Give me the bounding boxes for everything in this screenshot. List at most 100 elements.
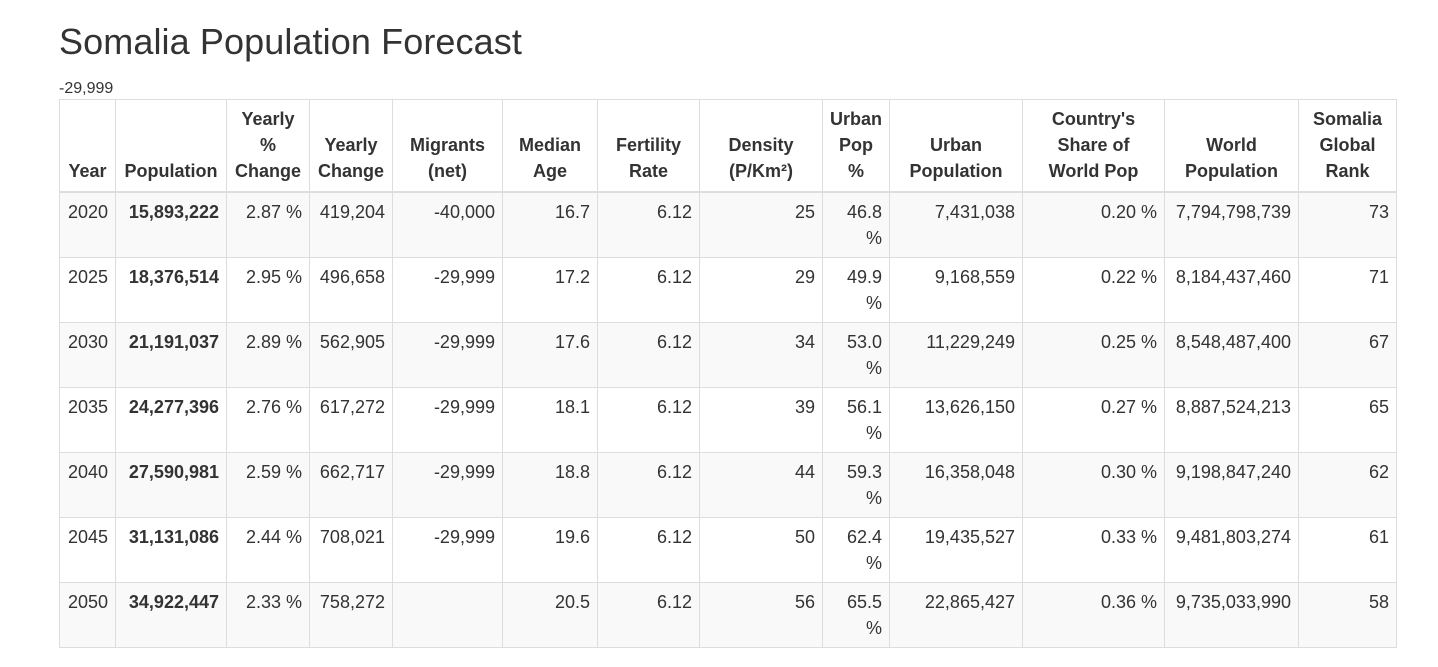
table-header: Year Population Yearly% Change Yearly Change M… [59,99,1397,193]
table-cell: 34 [699,322,823,388]
column-header: Fertility Rate [597,99,700,193]
table-cell: 2.33 % [226,582,310,648]
table-cell: 6.12 [597,517,700,583]
table-cell: 17.2 [502,257,598,323]
table-cell: 53.0 % [822,322,890,388]
table-cell: 16,358,048 [889,452,1023,518]
column-header: Country's Share of World Pop [1022,99,1165,193]
table-cell: 419,204 [309,191,393,258]
table-cell: -29,999 [392,257,503,323]
table-body: 2020 15,893,222 2.87 % 419,204 -40,000 16.7 6.… [59,191,1397,648]
column-header-line: Urban [929,135,982,155]
table-cell: 617,272 [309,387,393,453]
column-header-line: Somalia [1312,109,1383,129]
table-cell: 2.87 % [226,191,310,258]
table-cell: 59.3 % [822,452,890,518]
table-cell: 50 [699,517,823,583]
table-cell: -40,000 [392,191,503,258]
table-cell: 8,548,487,400 [1164,322,1299,388]
table-cell: -29,999 [392,517,503,583]
forecast-table: Year Population Yearly% Change Yearly Change M… [59,99,1397,648]
table-cell: 27,590,981 [115,452,227,518]
table-cell: 2.76 % [226,387,310,453]
table-cell: 16.7 [502,191,598,258]
table-cell: 6.12 [597,322,700,388]
table-cell: 2040 [59,452,116,518]
column-header-line: (P/Km²) [729,161,793,181]
column-header-line: Global [1319,135,1376,155]
table-cell: 56.1 % [822,387,890,453]
table-cell: 2045 [59,517,116,583]
table-cell: 6.12 [597,582,700,648]
column-header-line: Fertility [615,135,681,155]
table-cell: 0.22 % [1022,257,1165,323]
table-cell: 29 [699,257,823,323]
table-cell: 31,131,086 [115,517,227,583]
column-header: Year [59,99,116,193]
table-cell: 496,658 [309,257,393,323]
table-cell: 18,376,514 [115,257,227,323]
column-header: Yearly Change [309,99,393,193]
table-cell: 67 [1298,322,1397,388]
page-title: Somalia Population Forecast [59,21,522,62]
table-cell: 11,229,249 [889,322,1023,388]
table-row: 2025 18,376,514 2.95 % 496,658 -29,999 17.2 6.… [59,257,1397,323]
column-header-line: Rank [1325,161,1370,181]
table-cell: 58 [1298,582,1397,648]
table-cell: 15,893,222 [115,191,227,258]
column-header-line: Pop [839,135,873,155]
table-cell: 17.6 [502,322,598,388]
table-cell: 13,626,150 [889,387,1023,453]
table-cell: 46.8 % [822,191,890,258]
table-cell: 662,717 [309,452,393,518]
table-cell: 18.1 [502,387,598,453]
column-header: World Population [1164,99,1299,193]
column-header: Urban Population [889,99,1023,193]
table-cell: 65 [1298,387,1397,453]
table-cell: 9,168,559 [889,257,1023,323]
column-header-line: Rate [628,161,668,181]
table-cell: 20.5 [502,582,598,648]
table-cell: 18.8 [502,452,598,518]
column-header-line: Change [317,161,384,181]
table-cell: 62 [1298,452,1397,518]
column-header-line: Yearly [241,109,295,129]
table-cell: 562,905 [309,322,393,388]
column-header-line: Population [909,161,1003,181]
table-cell: 0.30 % [1022,452,1165,518]
table-cell: 49.9 % [822,257,890,323]
column-header-line: Population [124,161,218,181]
table-cell: 62.4 % [822,517,890,583]
header-row: Year Population Yearly% Change Yearly Change M… [59,99,1397,193]
table-cell: 2.89 % [226,322,310,388]
table-cell: 8,184,437,460 [1164,257,1299,323]
column-header-line: Share of [1057,135,1130,155]
column-header-line: Age [532,161,567,181]
table-cell: 2.44 % [226,517,310,583]
column-header-line: Population [1185,161,1278,181]
table-cell: 0.27 % [1022,387,1165,453]
table-cell: 24,277,396 [115,387,227,453]
column-header-line: % [847,161,864,181]
table-row: 2020 15,893,222 2.87 % 419,204 -40,000 16.7 6.… [59,191,1397,258]
table-cell: 22,865,427 [889,582,1023,648]
table-cell: 19,435,527 [889,517,1023,583]
table-cell: 0.36 % [1022,582,1165,648]
column-header: Population [115,99,227,193]
table-cell: -29,999 [392,452,503,518]
table-cell: 2050 [59,582,116,648]
table-cell: 21,191,037 [115,322,227,388]
column-header-line: % [259,135,276,155]
table-cell: 61 [1298,517,1397,583]
column-header-line: Urban [829,109,882,129]
table-cell: 0.33 % [1022,517,1165,583]
table-cell: 2.59 % [226,452,310,518]
table-row: 2030 21,191,037 2.89 % 562,905 -29,999 17.6 6.… [59,322,1397,388]
table-cell: 73 [1298,191,1397,258]
table-cell: 7,431,038 [889,191,1023,258]
column-header-line: Density [728,135,794,155]
table-cell: 25 [699,191,823,258]
table-cell: 6.12 [597,257,700,323]
column-header-line: Yearly [324,135,378,155]
table-cell: 2.95 % [226,257,310,323]
